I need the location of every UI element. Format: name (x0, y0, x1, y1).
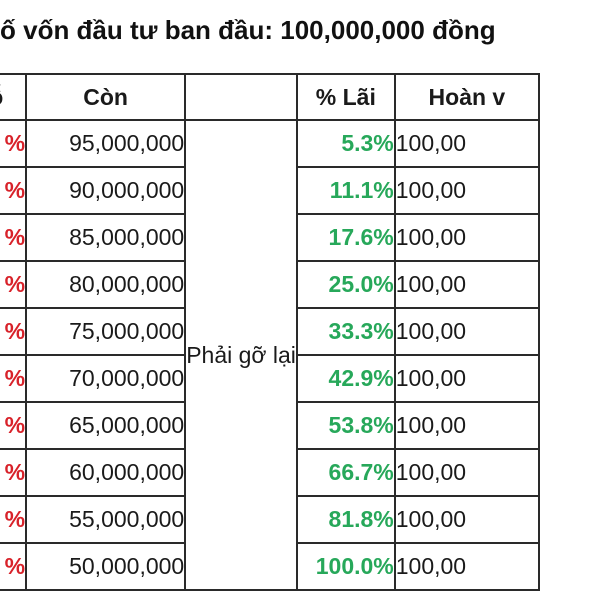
return-cell: 100,00 (393, 307, 541, 356)
return-cell: 100,00 (393, 119, 541, 168)
profit-cell: 42.9% (295, 354, 396, 403)
profit-cell: 53.8% (295, 401, 396, 450)
profit-cell: 17.6% (295, 213, 396, 262)
page-title: ố vốn đầu tư ban đầu: 100,000,000 đồng (0, 15, 496, 45)
return-cell: 100,00 (393, 213, 541, 262)
profit-cell: 11.1% (295, 166, 396, 215)
table-row: % 95,000,000 Phải gỡ lại 5.3% 100,00 (0, 119, 541, 591)
table-row: % 75,000,000 33.3% 100,00 (0, 307, 541, 356)
table-row: % 55,000,000 81.8% 100,00 (0, 495, 541, 544)
remain-cell: 90,000,000 (25, 166, 187, 215)
loss-cell: % (0, 542, 28, 591)
profit-cell: 66.7% (295, 448, 396, 497)
remain-cell: 70,000,000 (25, 354, 187, 403)
return-cell: 100,00 (393, 448, 541, 497)
return-cell: 100,00 (393, 260, 541, 309)
table-row: % 80,000,000 25.0% 100,00 (0, 260, 541, 309)
remain-cell: 65,000,000 (25, 401, 187, 450)
return-cell: 100,00 (393, 542, 541, 591)
loss-cell: % (0, 307, 28, 356)
table-row: % 65,000,000 53.8% 100,00 (0, 401, 541, 450)
remain-cell: 85,000,000 (25, 213, 187, 262)
table-row: % 50,000,000 100.0% 100,00 (0, 542, 541, 591)
header-return: Hoàn v (393, 73, 541, 121)
remain-cell: 75,000,000 (25, 307, 187, 356)
profit-cell: 25.0% (295, 260, 396, 309)
profit-cell: 33.3% (295, 307, 396, 356)
profit-cell: 5.3% (295, 119, 396, 168)
return-cell: 100,00 (393, 354, 541, 403)
remain-cell: 55,000,000 (25, 495, 187, 544)
loss-cell: % (0, 354, 28, 403)
note-cell: Phải gỡ lại (184, 119, 298, 591)
loss-cell: % (0, 260, 28, 309)
loss-cell: % (0, 495, 28, 544)
return-cell: 100,00 (393, 401, 541, 450)
table-row: % 70,000,000 42.9% 100,00 (0, 354, 541, 403)
profit-cell: 81.8% (295, 495, 396, 544)
table-row: % 85,000,000 17.6% 100,00 (0, 213, 541, 262)
header-profit: % Lãi (295, 73, 396, 121)
loss-cell: % (0, 448, 28, 497)
remain-cell: 50,000,000 (25, 542, 187, 591)
remain-cell: 95,000,000 (25, 119, 187, 168)
table-row: % 90,000,000 11.1% 100,00 (0, 166, 541, 215)
header-loss: a lỗ (0, 73, 28, 121)
loss-cell: % (0, 213, 28, 262)
profit-cell: 100.0% (295, 542, 396, 591)
header-row: a lỗ Còn % Lãi Hoàn v (0, 73, 541, 121)
header-note (184, 73, 298, 121)
header-remain: Còn (25, 73, 187, 121)
return-cell: 100,00 (393, 495, 541, 544)
table-row: % 60,000,000 66.7% 100,00 (0, 448, 541, 497)
return-cell: 100,00 (393, 166, 541, 215)
investment-table: a lỗ Còn % Lãi Hoàn v % 95,000,000 Phải … (0, 73, 541, 591)
loss-cell: % (0, 119, 28, 168)
loss-cell: % (0, 401, 28, 450)
remain-cell: 60,000,000 (25, 448, 187, 497)
remain-cell: 80,000,000 (25, 260, 187, 309)
loss-cell: % (0, 166, 28, 215)
